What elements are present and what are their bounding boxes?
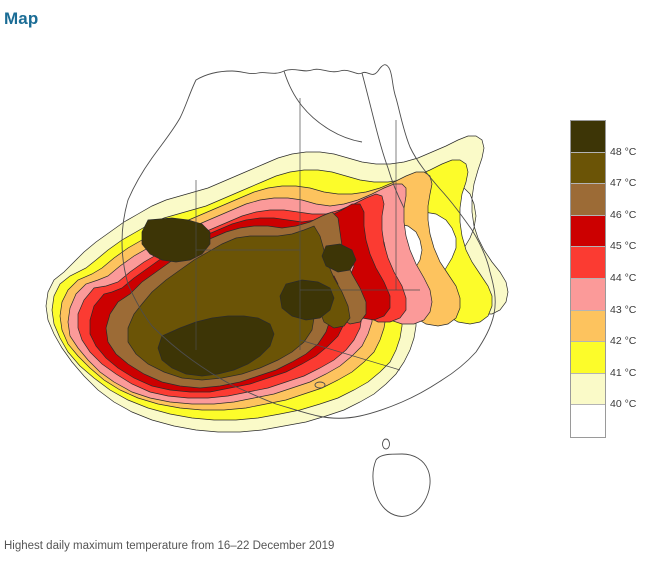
legend-band-43C [571, 310, 605, 343]
legend-label-48C: 48 °C [610, 145, 637, 158]
legend-label-47C: 47 °C [610, 177, 637, 190]
legend-band-45C [571, 247, 605, 279]
legend-label-42C: 42 °C [610, 335, 637, 348]
legend-band-top [571, 121, 605, 153]
legend-band-44C [571, 278, 605, 311]
map-caption: Highest daily maximum temperature from 1… [4, 540, 335, 552]
legend-band-46C [571, 215, 605, 248]
legend-label-41C: 41 °C [610, 366, 637, 379]
legend-colorbar[interactable] [570, 120, 606, 438]
legend-band-48C [571, 152, 605, 185]
coastline-outline [121, 64, 496, 517]
legend-label-46C: 46 °C [610, 208, 637, 221]
legend-label-45C: 45 °C [610, 240, 637, 253]
australia-temperature-contour-map[interactable] [0, 40, 666, 520]
legend-label-43C: 43 °C [610, 303, 637, 316]
contour-band-above-48 [141, 217, 357, 377]
legend-band-41C [571, 373, 605, 406]
legend-label-40C: 40 °C [610, 398, 637, 411]
map-figure [0, 40, 666, 520]
legend-tick-labels: 48 °C 47 °C 46 °C 45 °C 44 °C 43 °C 42 °C 41 °C… [610, 120, 666, 438]
legend-label-44C: 44 °C [610, 272, 637, 284]
contour-fill-layers [45, 135, 509, 433]
legend-band-40C [571, 405, 605, 437]
page-title: Map [4, 9, 39, 28]
legend-band-47C [571, 184, 605, 216]
legend-band-42C [571, 342, 605, 374]
